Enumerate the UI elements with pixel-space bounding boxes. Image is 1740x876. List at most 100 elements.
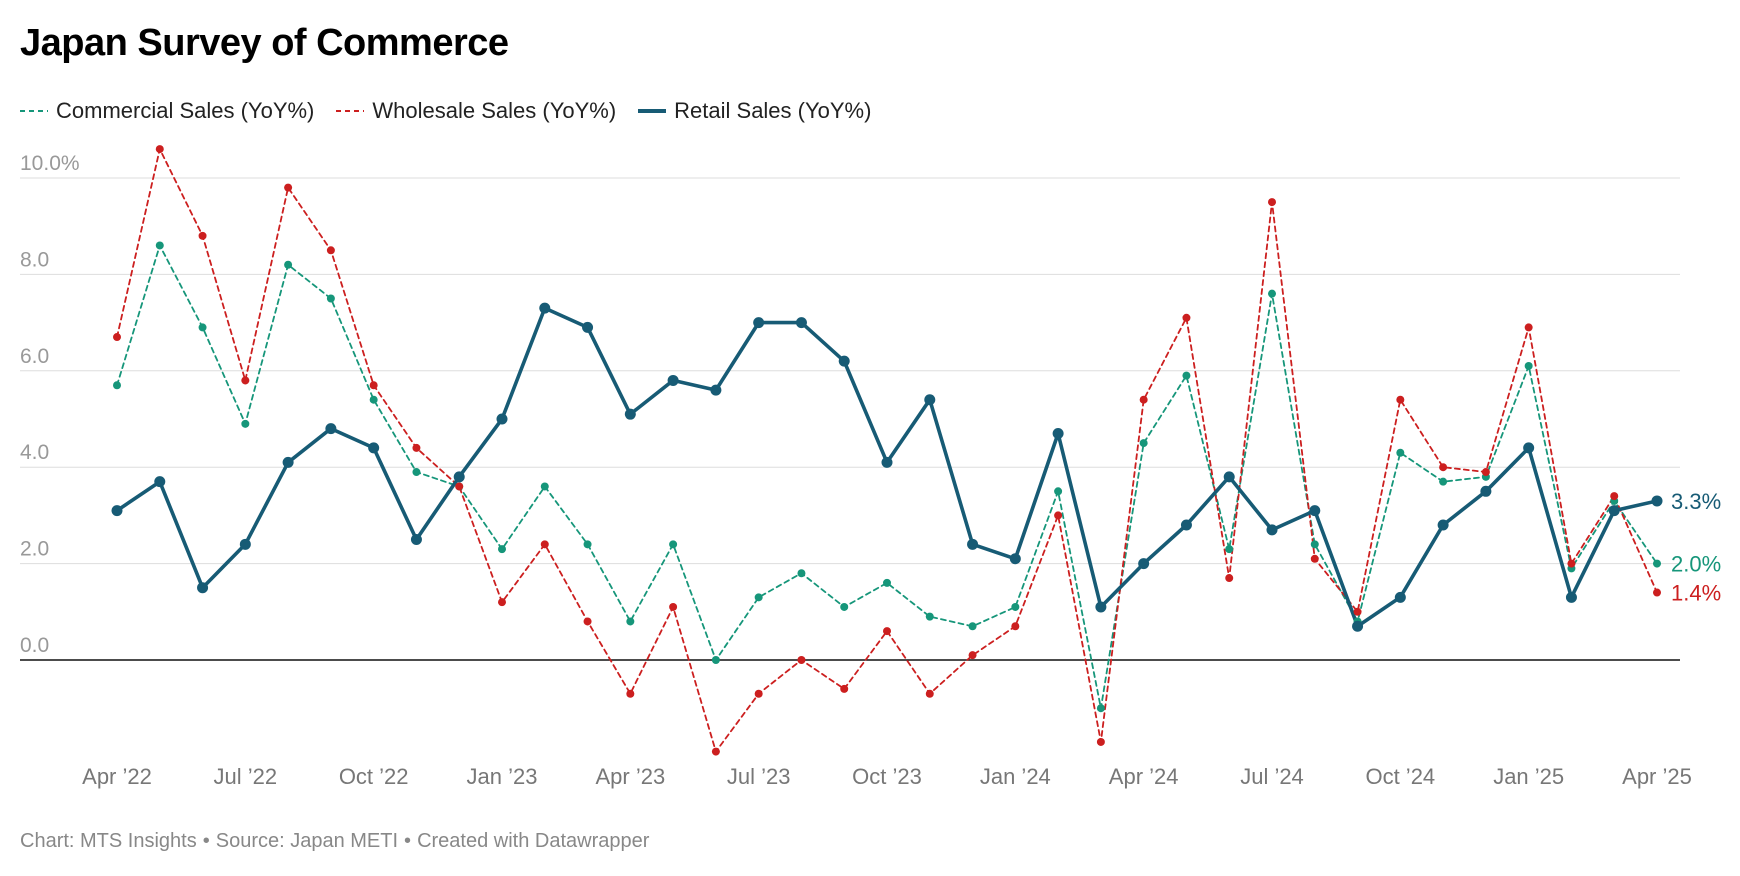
data-point-wholesale [241,376,250,385]
footer-created-with: Created with Datawrapper [417,830,650,852]
data-point-wholesale [1524,323,1533,332]
y-tick-label: 2.0 [20,538,49,561]
data-point-wholesale [1439,463,1448,472]
data-point-retail [1266,524,1278,536]
y-axis-ticks: 0.0 2.0 4.0 6.0 8.0 10.0% [20,152,80,657]
data-point-wholesale [1054,511,1063,520]
data-point-retail [838,355,850,367]
data-point-retail [1565,591,1577,603]
data-point-wholesale [1139,395,1148,404]
footer-chart-credit: Chart: MTS Insights [20,830,197,852]
data-point-retail [239,538,251,550]
data-point-retail [967,538,979,550]
end-label-commercial: 2.0% [1671,552,1721,577]
legend-label-wholesale: Wholesale Sales (YoY%) [372,98,617,123]
x-tick-label: Jul ’22 [214,764,278,789]
series-line-wholesale [116,148,1658,753]
legend-swatch-commercial [20,110,48,112]
data-point-wholesale [284,183,293,192]
data-point-retail [1309,505,1321,517]
data-point-wholesale [369,381,378,390]
data-point-commercial [540,482,549,491]
data-point-commercial [498,545,506,554]
x-tick-label: Jan ’25 [1493,764,1564,789]
data-point-retail [1009,553,1021,565]
data-point-wholesale [883,627,891,636]
x-tick-label: Apr ’23 [595,764,665,789]
data-point-retail [624,408,636,420]
data-point-commercial [1524,361,1533,370]
data-point-wholesale [1096,737,1105,746]
y-tick-label: 6.0 [20,345,49,368]
data-point-wholesale [840,684,849,693]
chart-legend: Commercial Sales (YoY%) Wholesale Sales … [20,98,893,124]
data-point-wholesale [498,598,506,607]
data-point-commercial [1182,371,1191,380]
data-point-wholesale [1225,574,1234,583]
data-point-commercial [583,540,592,549]
data-point-retail [1394,591,1406,603]
legend-item-commercial: Commercial Sales (YoY%) [20,98,314,124]
x-tick-label: Jan ’24 [980,764,1051,789]
data-point-retail [1608,505,1620,517]
data-point-wholesale [1653,588,1661,597]
data-point-retail [368,442,380,454]
legend-swatch-wholesale [336,110,365,112]
data-point-commercial [326,294,335,303]
data-point-wholesale [925,689,934,698]
data-point-retail [453,471,465,483]
data-point-retail [197,582,209,594]
data-point-retail [282,456,294,468]
data-point-wholesale [1396,395,1405,404]
series-lines [115,148,1659,753]
data-point-retail [1223,471,1235,483]
data-point-commercial [797,569,806,578]
data-point-commercial [284,260,293,269]
y-tick-label: 4.0 [20,441,49,464]
data-point-commercial [198,323,207,332]
data-point-wholesale [412,443,421,452]
data-point-commercial [968,622,977,631]
end-label-retail: 3.3% [1671,489,1721,514]
data-point-retail [753,317,765,329]
y-tick-label: 8.0 [20,248,49,271]
data-point-retail [1180,519,1192,531]
data-point-wholesale [1567,559,1576,568]
data-point-commercial [1310,540,1319,549]
data-point-wholesale [626,689,635,698]
data-point-retail [1052,427,1064,439]
data-point-retail [1138,558,1150,570]
data-point-retail [410,534,422,545]
x-tick-label: Jan ’23 [467,764,538,789]
data-point-retail [710,384,722,396]
footer-separator: • [202,830,210,852]
data-point-wholesale [455,482,464,491]
legend-swatch-retail [638,109,667,113]
y-tick-label: 0.0 [20,634,49,657]
y-tick-label: 10.0% [20,152,80,175]
data-point-retail [582,321,594,333]
data-point-retail [1095,601,1107,613]
data-point-commercial [883,578,891,587]
data-point-commercial [840,602,849,611]
end-labels: 2.0% 1.4% 3.3% [1671,489,1721,606]
data-point-retail [1437,519,1449,531]
data-point-commercial [754,593,763,602]
chart-title: Japan Survey of Commerce [20,22,509,64]
data-point-commercial [1139,439,1148,448]
data-point-commercial [369,395,378,404]
data-point-wholesale [155,145,164,154]
data-point-wholesale [1182,313,1191,322]
data-point-commercial [711,656,720,664]
grid-lines [20,177,1680,661]
data-point-retail [325,423,337,435]
x-tick-label: Oct ’23 [852,764,922,789]
data-point-retail [539,302,551,314]
data-point-wholesale [1310,554,1319,563]
data-point-commercial [241,419,250,428]
data-point-wholesale [1481,468,1490,477]
data-point-wholesale [1268,198,1276,207]
legend-item-retail: Retail Sales (YoY%) [638,98,871,124]
x-tick-label: Apr ’22 [82,764,152,789]
data-point-retail [1651,495,1663,507]
